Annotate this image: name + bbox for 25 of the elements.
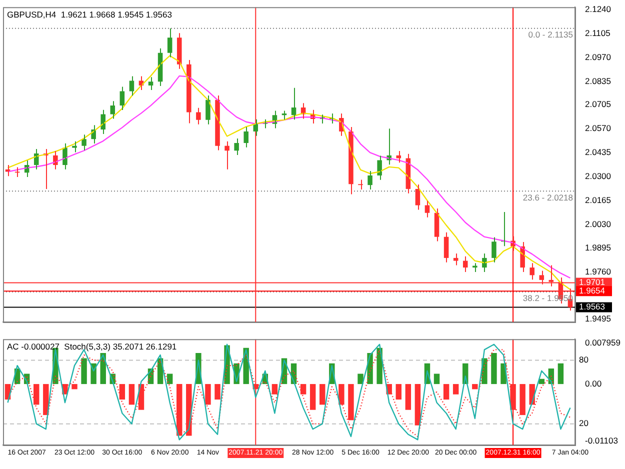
y2-tick-label: 20 <box>579 418 589 428</box>
y-tick-label: 2.0165 <box>585 194 612 205</box>
chart-title: GBPUSD,H4 1.9621 1.9668 1.9545 1.9563 <box>7 10 172 20</box>
ref-line-label: 1.9654 <box>579 285 606 296</box>
annotation: 0.0 - 2.1135 <box>528 30 574 40</box>
y-tick-label: 0.007959 <box>585 337 621 348</box>
chart-title: AC -0.000027 Stoch(5,3,3) 35.2071 26.1291 <box>7 342 177 352</box>
y-tick-label: 1.9495 <box>585 314 612 324</box>
y-tick-label: 0.00 <box>585 378 602 388</box>
y-tick-label: 2.0300 <box>585 170 612 181</box>
ref-line-label: 1.9563 <box>579 302 606 312</box>
y-tick-label: 2.1240 <box>585 4 612 14</box>
y-tick-label: 1.9895 <box>585 242 612 253</box>
y-tick-label: 2.0705 <box>585 99 612 110</box>
y-tick-label: 2.0970 <box>585 52 612 62</box>
y-tick-label: 2.0835 <box>585 76 612 86</box>
y-tick-label: -0.01103 <box>585 435 618 446</box>
y-tick-label: 2.0570 <box>585 122 612 133</box>
annotation: 23.6 - 2.0218 <box>522 192 574 202</box>
y-tick-label: 2.1105 <box>585 28 611 38</box>
y-tick-label: 2.0435 <box>585 146 612 157</box>
ref-line-label: 1.9701 <box>579 277 606 288</box>
y2-tick-label: 80 <box>579 354 589 365</box>
y-tick-label: 1.9760 <box>585 266 612 277</box>
y-tick-label: 2.0030 <box>585 218 612 229</box>
